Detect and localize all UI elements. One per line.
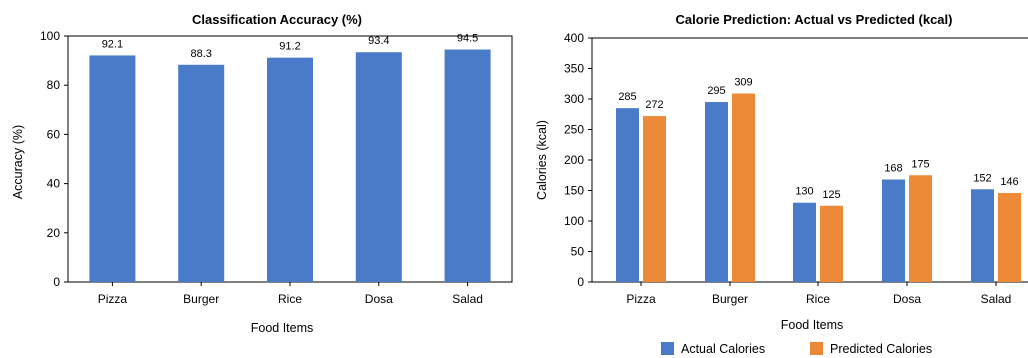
calorie-y-tick-label: 50 — [571, 245, 585, 259]
calorie-y-tick-label: 250 — [564, 123, 584, 137]
calorie-x-axis-label: Food Items — [781, 318, 844, 332]
calorie-chart: 0 50 100 150 200 250 300 350 400 285 272 Pizza 295 30… — [564, 31, 1028, 306]
accuracy-y-axis-label: Accuracy (%) — [11, 125, 25, 199]
legend-label-predicted: Predicted Calories — [830, 342, 932, 356]
accuracy-x-tick-label: Dosa — [365, 292, 393, 306]
accuracy-y-tick-label: 40 — [47, 177, 61, 191]
calorie-bar-predicted — [909, 175, 932, 282]
calorie-y-tick-label: 200 — [564, 153, 584, 167]
accuracy-bar — [89, 55, 136, 283]
accuracy-y-tick-label: 100 — [40, 29, 60, 43]
accuracy-x-tick-label: Pizza — [98, 292, 128, 306]
calorie-data-label-actual: 295 — [707, 85, 725, 97]
calorie-x-tick-label: Dosa — [893, 292, 921, 306]
calorie-x-tick-label: Burger — [712, 292, 748, 306]
calorie-bar-actual — [971, 189, 994, 282]
calorie-bar-predicted — [998, 192, 1021, 282]
accuracy-y-tick-label: 0 — [53, 275, 60, 289]
accuracy-x-axis-label: Food Items — [251, 321, 314, 335]
accuracy-bar — [444, 49, 491, 282]
calorie-x-tick-label: Salad — [981, 292, 1012, 306]
accuracy-y-tick-label: 20 — [47, 226, 61, 240]
calorie-data-label-actual: 130 — [795, 186, 813, 198]
accuracy-y-tick-label: 60 — [47, 127, 61, 141]
calorie-y-tick-label: 150 — [564, 184, 584, 198]
accuracy-chart: 0 20 40 60 80 100 92.1 Pizza 88.3 Burger 91.2 Rice 9… — [40, 29, 513, 306]
accuracy-data-label: 88.3 — [190, 48, 211, 60]
calorie-bar-actual — [616, 108, 639, 283]
calorie-chart-title: Calorie Prediction: Actual vs Predicted … — [676, 12, 953, 27]
accuracy-chart-title: Classification Accuracy (%) — [192, 12, 362, 27]
accuracy-bar — [178, 64, 225, 282]
calorie-y-tick-label: 350 — [564, 62, 584, 76]
calorie-data-label-predicted: 309 — [734, 77, 752, 89]
calorie-bar-predicted — [643, 116, 666, 282]
calorie-y-axis-label: Calories (kcal) — [535, 120, 549, 200]
calorie-x-tick-label: Rice — [806, 292, 830, 306]
calorie-bar-predicted — [732, 93, 755, 282]
accuracy-x-tick-label: Salad — [452, 292, 483, 306]
calorie-data-label-actual: 285 — [618, 91, 636, 103]
calorie-data-label-predicted: 175 — [911, 158, 929, 170]
calorie-y-tick-label: 100 — [564, 214, 584, 228]
accuracy-bar — [267, 57, 313, 283]
calorie-y-tick-label: 300 — [564, 92, 584, 106]
calorie-data-label-predicted: 146 — [1000, 176, 1018, 188]
calorie-data-label-predicted: 125 — [822, 189, 840, 201]
accuracy-x-tick-label: Rice — [278, 292, 302, 306]
calorie-x-tick-label: Pizza — [626, 292, 656, 306]
legend-label-actual: Actual Calories — [681, 342, 765, 356]
calorie-y-tick-label: 400 — [564, 31, 584, 45]
accuracy-y-tick-label: 80 — [47, 78, 61, 92]
accuracy-data-label: 94.5 — [457, 33, 478, 45]
calorie-data-label-predicted: 272 — [645, 99, 663, 111]
calorie-bar-actual — [793, 202, 816, 282]
calorie-y-tick-label: 0 — [577, 275, 584, 289]
legend-swatch-actual — [661, 342, 674, 355]
accuracy-data-label: 93.4 — [368, 35, 389, 47]
calorie-data-label-actual: 168 — [884, 163, 902, 175]
calorie-bar-predicted — [820, 205, 843, 282]
legend-swatch-predicted — [810, 342, 823, 355]
calorie-data-label-actual: 152 — [973, 172, 991, 184]
calorie-bar-actual — [882, 179, 905, 282]
accuracy-bar — [355, 52, 402, 283]
accuracy-x-tick-label: Burger — [183, 292, 219, 306]
accuracy-data-label: 91.2 — [279, 41, 300, 53]
accuracy-data-label: 92.1 — [102, 38, 123, 50]
calorie-bar-actual — [705, 102, 728, 282]
